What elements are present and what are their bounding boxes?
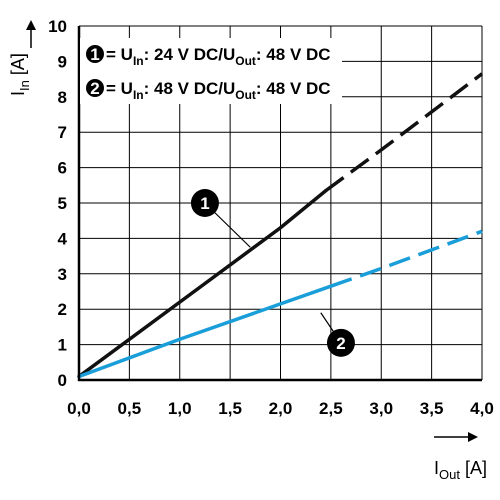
y-tick-label: 6: [58, 159, 67, 178]
legend-marker-label-2: 2: [90, 79, 99, 98]
y-axis-title: IIn [A]: [8, 53, 32, 96]
annotations: 12: [190, 189, 355, 357]
legend-marker-2: [86, 79, 104, 97]
y-tick-label: 8: [58, 88, 67, 107]
x-axis-title: IOut [A]: [434, 458, 487, 482]
legend-text-2: = UIn: 48 V DC/UOut: 48 V DC: [106, 79, 331, 102]
x-tick-label: 4,0: [470, 399, 494, 418]
x-tick-label: 1,0: [168, 399, 192, 418]
series-line-1-dashed: [324, 72, 484, 193]
x-tick-label: 2,5: [319, 399, 343, 418]
annotation-label-1: 1: [200, 194, 209, 213]
y-tick-label: 7: [58, 123, 67, 142]
y-tick-label: 4: [58, 229, 68, 248]
series-line-2-dashed: [330, 229, 483, 288]
axes: [77, 26, 482, 382]
x-tick-label: 3,0: [369, 399, 393, 418]
y-axis-arrow: [26, 20, 36, 48]
y-tick-label: 0: [58, 371, 67, 390]
series: [77, 72, 484, 379]
legend-item-2: 2 = UIn: 48 V DC/UOut: 48 V DC: [86, 79, 331, 102]
x-tick-labels: 0,0 0,5 1,0 1,5 2,0 2,5 3,0 3,5 4,0: [67, 399, 494, 418]
legend-box: [80, 38, 342, 104]
y-tick-label: 10: [48, 17, 67, 36]
annotation-label-2: 2: [336, 334, 345, 353]
annotation-marker-2: [326, 328, 355, 357]
x-tick-label: 0,0: [67, 399, 91, 418]
y-tick-label: 1: [58, 336, 67, 355]
y-tick-label: 5: [58, 194, 67, 213]
y-tick-labels: 0 1 2 3 4 5 6 7 8 9 10: [48, 17, 67, 390]
legend-item-1: 1 = UIn: 24 V DC/UOut: 48 V DC: [86, 45, 331, 68]
x-tick-label: 1,5: [218, 399, 242, 418]
legend-text-1: = UIn: 24 V DC/UOut: 48 V DC: [106, 45, 331, 68]
y-tick-label: 9: [58, 52, 67, 71]
x-axis-arrow: [434, 432, 478, 442]
y-tick-label: 2: [58, 300, 67, 319]
x-tick-label: 0,5: [118, 399, 142, 418]
x-tick-label: 3,5: [420, 399, 444, 418]
legend-marker-1: [86, 45, 104, 63]
annotation-marker-1: [190, 189, 219, 217]
y-tick-label: 3: [58, 265, 67, 284]
x-tick-label: 2,0: [269, 399, 293, 418]
series-line-2-solid: [77, 284, 333, 379]
legend-marker-label-1: 1: [90, 45, 99, 64]
series-line-1-solid: [77, 188, 328, 379]
